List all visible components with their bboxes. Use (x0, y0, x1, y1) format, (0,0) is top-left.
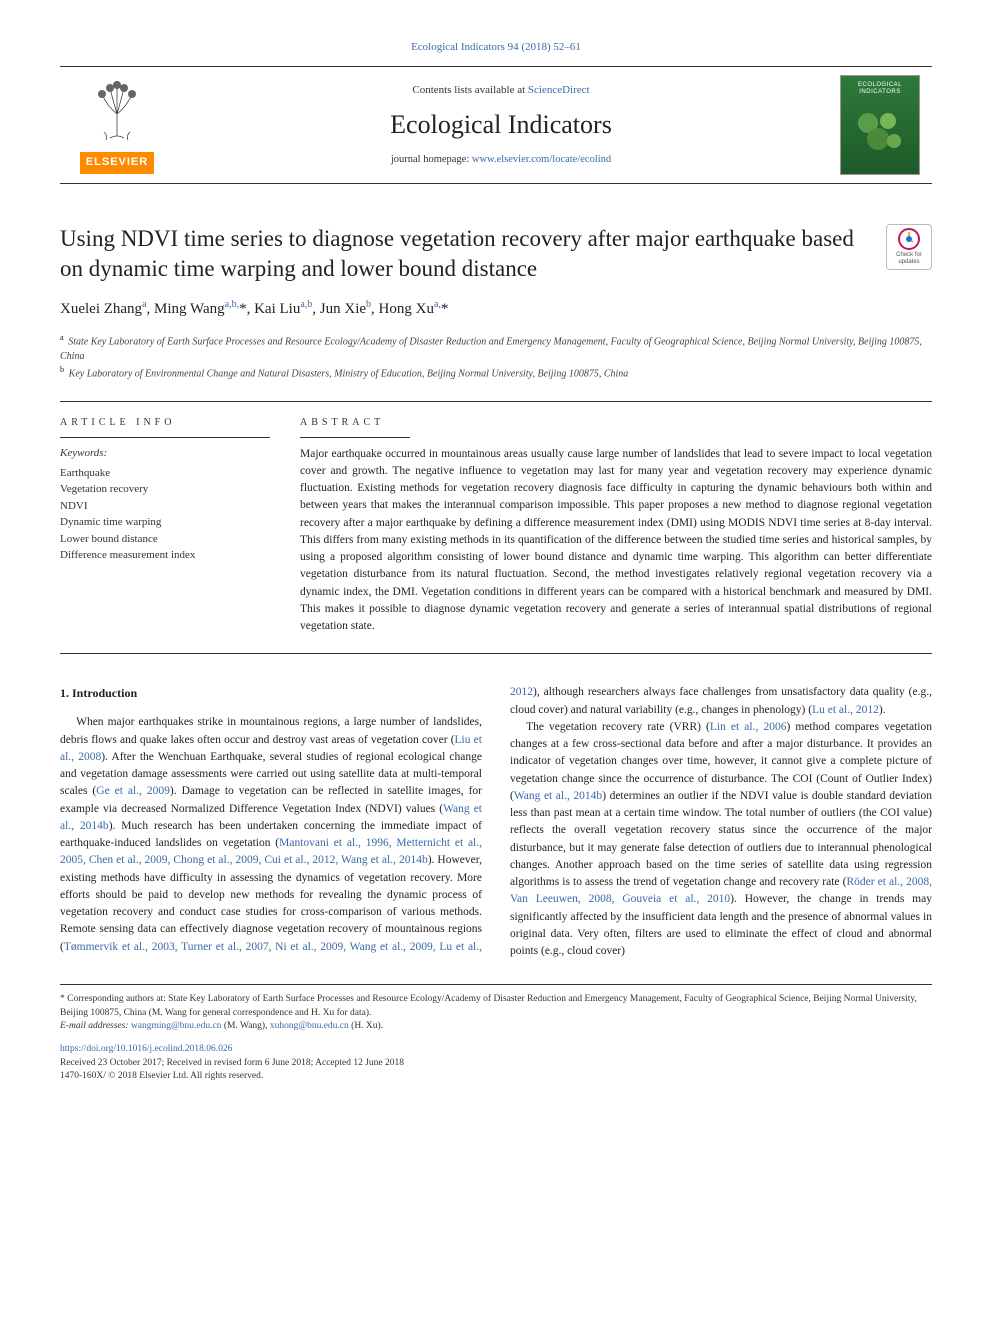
affiliations: a State Key Laboratory of Earth Surface … (60, 332, 932, 381)
info-abstract-row: ARTICLE INFO Keywords: EarthquakeVegetat… (60, 401, 932, 654)
affiliation-a: a State Key Laboratory of Earth Surface … (60, 332, 932, 363)
journal-name: Ecological Indicators (390, 106, 612, 144)
elsevier-tree-icon (82, 76, 152, 146)
article-info-heading: ARTICLE INFO (60, 416, 270, 438)
authors-line: Xuelei Zhanga, Ming Wanga,b,*, Kai Liua,… (60, 298, 932, 321)
email-line: E-mail addresses: wangming@bnu.edu.cn (M… (60, 1020, 932, 1033)
title-row: Using NDVI time series to diagnose veget… (60, 224, 932, 284)
keywords-label: Keywords: (60, 446, 270, 462)
abstract-heading: ABSTRACT (300, 416, 410, 438)
elsevier-wordmark: ELSEVIER (80, 152, 154, 174)
journal-reference-header: Ecological Indicators 94 (2018) 52–61 (60, 40, 932, 56)
check-updates-icon (898, 228, 920, 250)
cover-label-top: ECOLOGICAL (858, 82, 902, 89)
cover-label-bottom: INDICATORS (859, 89, 900, 96)
contents-available-line: Contents lists available at ScienceDirec… (412, 83, 589, 99)
masthead-center: Contents lists available at ScienceDirec… (162, 83, 840, 168)
affiliation-b-text: Key Laboratory of Environmental Change a… (69, 368, 629, 379)
email-label: E-mail addresses: (60, 1021, 131, 1031)
doi-block: https://doi.org/10.1016/j.ecolind.2018.0… (60, 1043, 932, 1083)
sciencedirect-link[interactable]: ScienceDirect (528, 84, 590, 96)
journal-cover-thumbnail: ECOLOGICAL INDICATORS (840, 75, 920, 175)
journal-masthead: ELSEVIER Contents lists available at Sci… (60, 66, 932, 184)
homepage-prefix: journal homepage: (391, 154, 472, 165)
copyright-line: 1470-160X/ © 2018 Elsevier Ltd. All righ… (60, 1070, 932, 1083)
received-line: Received 23 October 2017; Received in re… (60, 1057, 932, 1070)
section-1-heading: 1. Introduction (60, 684, 482, 702)
body-text-columns: 1. Introduction When major earthquakes s… (60, 684, 932, 960)
homepage-line: journal homepage: www.elsevier.com/locat… (391, 152, 611, 167)
abstract-body: Major earthquake occurred in mountainous… (300, 446, 932, 636)
affiliation-a-text: State Key Laboratory of Earth Surface Pr… (60, 337, 922, 362)
publisher-logo-block: ELSEVIER (72, 76, 162, 174)
email-2[interactable]: xuhong@bnu.edu.cn (270, 1021, 349, 1031)
email-1-suffix: (M. Wang), (221, 1021, 269, 1031)
article-info-col: ARTICLE INFO Keywords: EarthquakeVegetat… (60, 416, 270, 635)
doi-link[interactable]: https://doi.org/10.1016/j.ecolind.2018.0… (60, 1044, 232, 1054)
journal-homepage-link[interactable]: www.elsevier.com/locate/ecolind (472, 154, 611, 165)
email-1[interactable]: wangming@bnu.edu.cn (131, 1021, 222, 1031)
contents-prefix: Contents lists available at (412, 84, 527, 96)
corresponding-author-note: * Corresponding authors at: State Key La… (60, 993, 932, 1020)
keywords-list: EarthquakeVegetation recoveryNDVIDynamic… (60, 465, 270, 564)
affiliation-b: b Key Laboratory of Environmental Change… (60, 364, 932, 381)
abstract-col: ABSTRACT Major earthquake occurred in mo… (300, 416, 932, 635)
paragraph-2: The vegetation recovery rate (VRR) (Lin … (510, 719, 932, 961)
footnotes: * Corresponding authors at: State Key La… (60, 984, 932, 1033)
check-for-updates-badge[interactable]: Check for updates (886, 224, 932, 270)
check-updates-label: Check for updates (887, 252, 931, 265)
email-2-suffix: (H. Xu). (349, 1021, 383, 1031)
article-title: Using NDVI time series to diagnose veget… (60, 224, 866, 284)
